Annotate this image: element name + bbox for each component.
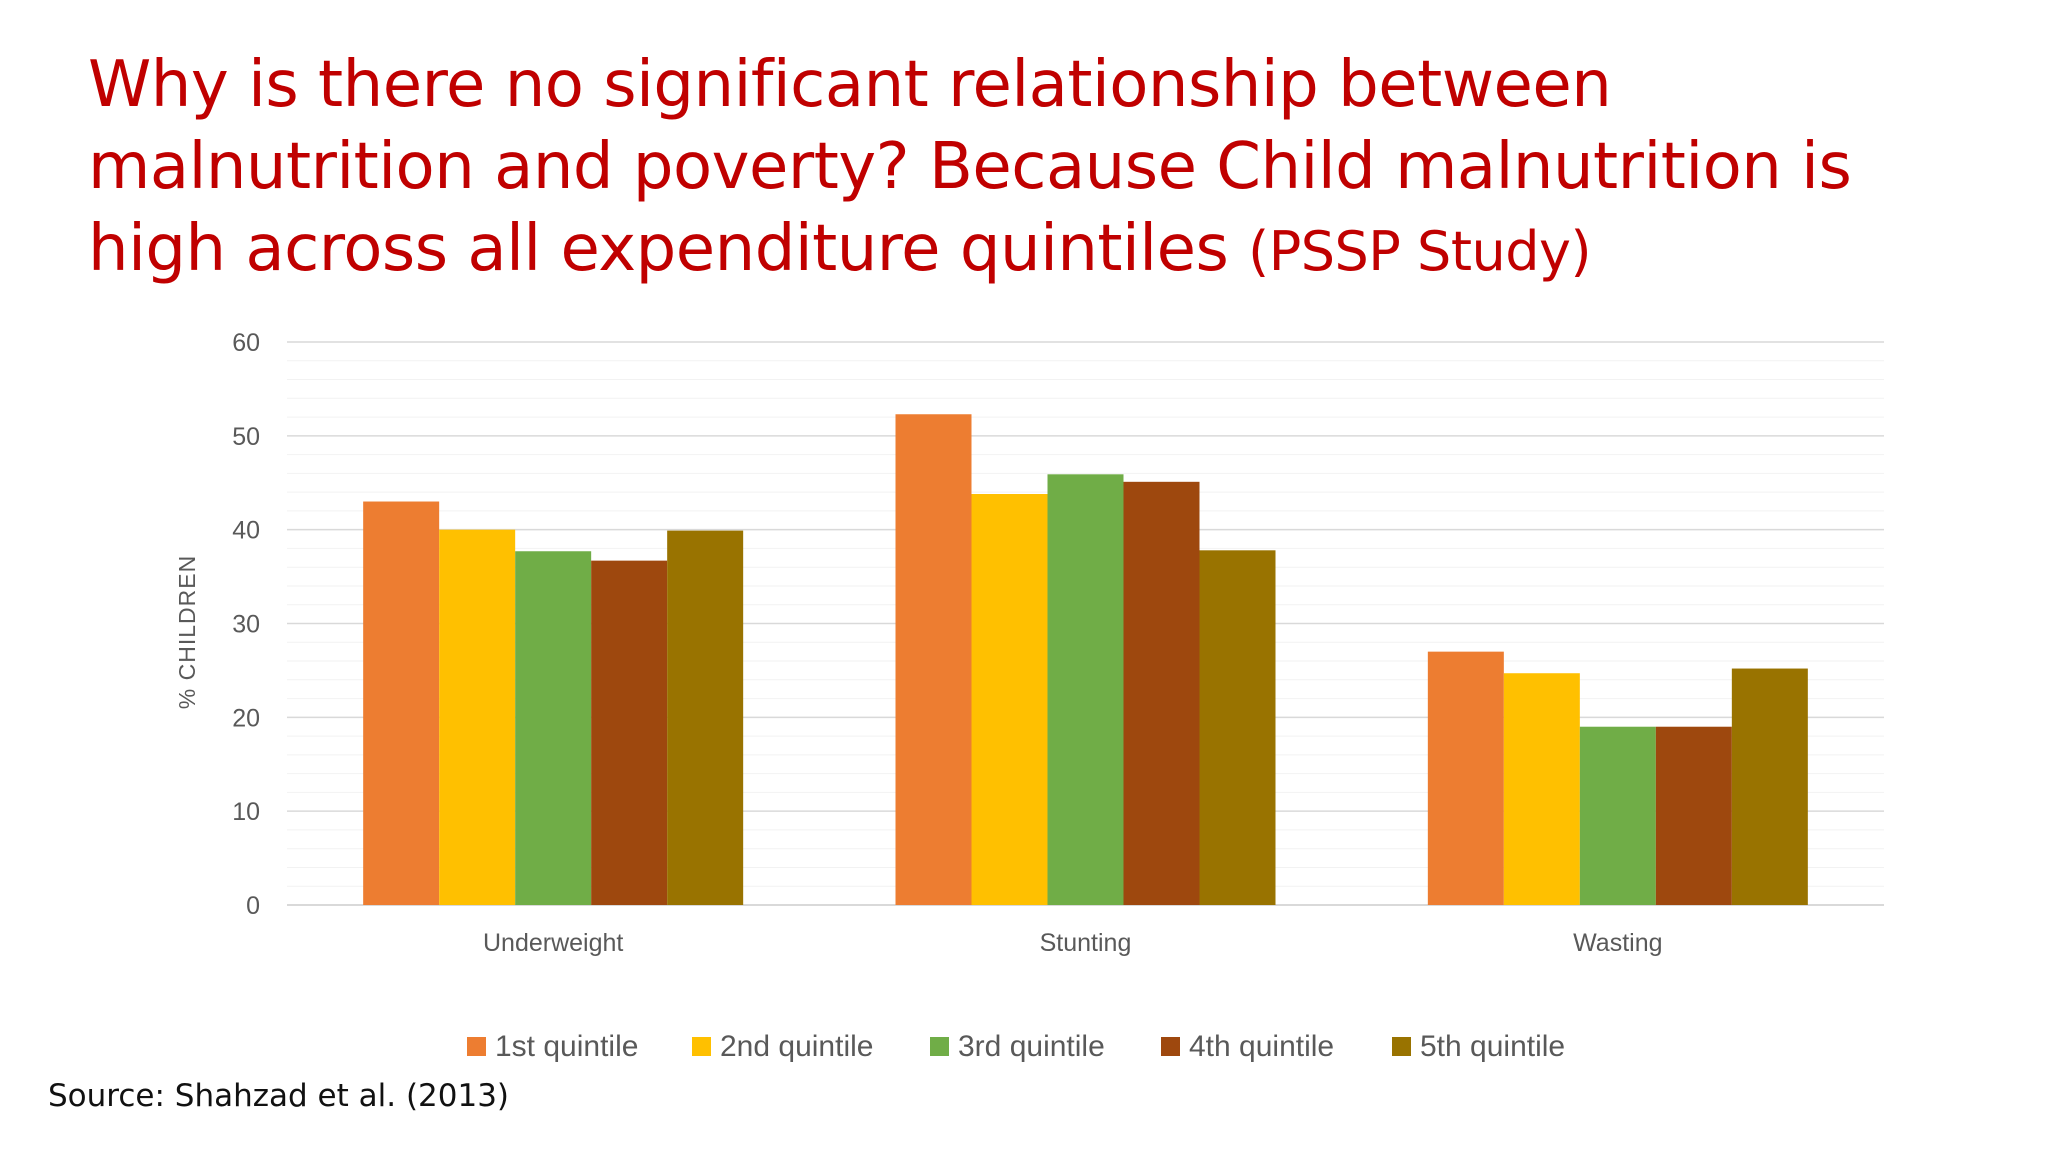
x-category-label: Stunting <box>1040 929 1132 957</box>
legend-swatch <box>467 1037 486 1056</box>
legend-item: 4th quintile <box>1161 1030 1334 1063</box>
bar-2nd-quintile-underweight <box>439 529 516 905</box>
title-main-text: Why is there no significant relationship… <box>88 48 1852 286</box>
bar-chart: 0 10 20 30 40 50 60 % CHILDREN Underweight Stun… <box>174 329 1884 1063</box>
bar-3rd-quintile-underweight <box>515 551 592 905</box>
bar-2nd-quintile-stunting <box>971 494 1048 905</box>
y-tick-label: 0 <box>246 892 260 920</box>
source-note: Source: Shahzad et al. (2013) <box>48 1078 510 1114</box>
x-category-label: Underweight <box>483 929 623 957</box>
y-tick-label: 60 <box>232 329 260 357</box>
legend-label: 2nd quintile <box>720 1030 873 1063</box>
bar-4th-quintile-stunting <box>1123 481 1200 905</box>
y-axis-label: % CHILDREN <box>174 555 200 709</box>
y-tick-label: 40 <box>232 517 260 545</box>
bar-4th-quintile-underweight <box>591 560 668 905</box>
legend: 1st quintile 2nd quintile 3rd quintile 4th … <box>467 1030 1565 1063</box>
bar-4th-quintile-wasting <box>1655 726 1732 905</box>
legend-label: 1st quintile <box>495 1030 638 1063</box>
legend-label: 5th quintile <box>1420 1030 1565 1063</box>
slide-title: Why is there no significant relationship… <box>88 44 1988 293</box>
bar-5th-quintile-underweight <box>667 530 744 905</box>
y-tick-label: 20 <box>232 704 260 732</box>
legend-swatch <box>1161 1037 1180 1056</box>
x-axis-categories: Underweight Stunting Wasting <box>483 929 1663 957</box>
bar-1st-quintile-stunting <box>895 414 972 905</box>
legend-swatch <box>692 1037 711 1056</box>
y-tick-label: 30 <box>232 611 260 639</box>
bar-3rd-quintile-wasting <box>1579 726 1656 905</box>
bar-5th-quintile-wasting <box>1731 668 1808 905</box>
y-tick-label: 50 <box>232 423 260 451</box>
bar-5th-quintile-stunting <box>1199 550 1276 905</box>
legend-swatch <box>930 1037 949 1056</box>
legend-item: 5th quintile <box>1392 1030 1565 1063</box>
bar-1st-quintile-underweight <box>363 501 440 905</box>
bars <box>363 414 1808 905</box>
bar-1st-quintile-wasting <box>1427 651 1504 905</box>
legend-item: 3rd quintile <box>930 1030 1105 1063</box>
legend-label: 3rd quintile <box>958 1030 1105 1063</box>
legend-item: 1st quintile <box>467 1030 638 1063</box>
legend-label: 4th quintile <box>1189 1030 1334 1063</box>
y-tick-label: 10 <box>232 798 260 826</box>
legend-swatch <box>1392 1037 1411 1056</box>
legend-item: 2nd quintile <box>692 1030 873 1063</box>
y-axis-ticks: 0 10 20 30 40 50 60 <box>232 329 260 920</box>
bar-3rd-quintile-stunting <box>1047 474 1124 905</box>
x-category-label: Wasting <box>1573 929 1662 957</box>
bar-2nd-quintile-wasting <box>1503 673 1580 905</box>
title-paren-text: (PSSP Study) <box>1248 220 1592 283</box>
